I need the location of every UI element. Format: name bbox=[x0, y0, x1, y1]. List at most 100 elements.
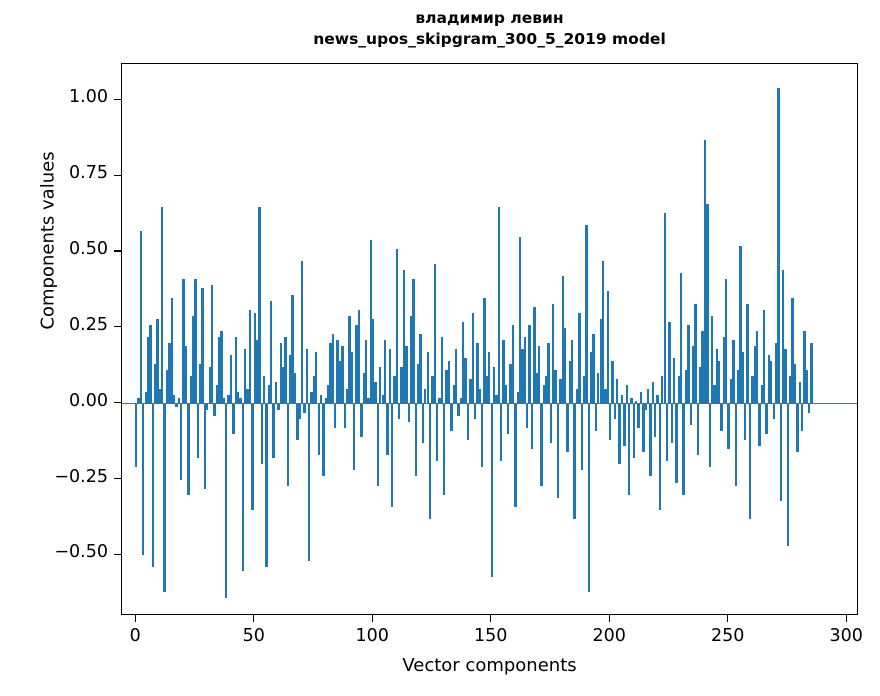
bar bbox=[566, 403, 569, 453]
bar bbox=[196, 403, 199, 459]
bar bbox=[222, 397, 226, 404]
bar bbox=[684, 370, 688, 404]
bar bbox=[225, 403, 228, 598]
bar bbox=[362, 373, 365, 404]
bar bbox=[355, 324, 358, 404]
bar bbox=[537, 346, 541, 404]
bar bbox=[431, 376, 434, 404]
bar bbox=[786, 403, 790, 547]
y-axis-label: Components values bbox=[37, 151, 59, 330]
y-tick-label: −0.50 bbox=[54, 542, 108, 563]
bar bbox=[559, 379, 562, 404]
bar bbox=[627, 403, 631, 495]
bar bbox=[426, 352, 429, 404]
bar bbox=[656, 394, 659, 404]
bar bbox=[255, 340, 259, 404]
bar bbox=[590, 352, 593, 404]
bar bbox=[447, 361, 451, 404]
bar bbox=[696, 403, 700, 456]
bar bbox=[177, 397, 181, 404]
bar bbox=[260, 403, 263, 465]
bar bbox=[606, 291, 609, 404]
x-tick-mark bbox=[134, 615, 136, 622]
bar bbox=[338, 361, 342, 404]
bar bbox=[170, 297, 173, 404]
bar bbox=[753, 346, 756, 404]
bar bbox=[322, 403, 325, 477]
x-tick-label: 100 bbox=[355, 626, 389, 646]
bar bbox=[658, 403, 662, 510]
bar bbox=[345, 388, 349, 404]
bar bbox=[161, 206, 164, 404]
bar bbox=[284, 336, 287, 404]
bar bbox=[613, 403, 617, 419]
chart-title-line-1: владимир левин bbox=[415, 9, 564, 27]
bar bbox=[805, 370, 809, 404]
y-tick-mark bbox=[114, 250, 121, 252]
bar bbox=[405, 346, 408, 404]
bar bbox=[540, 403, 543, 486]
bar bbox=[443, 403, 446, 495]
bar bbox=[523, 336, 527, 404]
bar bbox=[163, 403, 166, 592]
bar bbox=[272, 403, 275, 459]
bar bbox=[533, 306, 536, 404]
bar bbox=[670, 403, 673, 444]
bar bbox=[713, 385, 716, 404]
bar bbox=[374, 382, 377, 404]
bar bbox=[649, 403, 652, 477]
bar bbox=[687, 324, 690, 404]
bar bbox=[796, 403, 799, 453]
bar bbox=[729, 379, 733, 404]
bars-container bbox=[122, 64, 857, 614]
bar bbox=[215, 385, 218, 404]
bar bbox=[677, 376, 681, 404]
bar bbox=[357, 309, 361, 404]
bar bbox=[718, 361, 721, 404]
bar bbox=[336, 340, 339, 404]
bar bbox=[156, 318, 159, 404]
bar bbox=[597, 373, 600, 404]
bar bbox=[180, 403, 183, 480]
x-tick-label: 250 bbox=[710, 626, 745, 646]
x-tick-mark bbox=[490, 615, 492, 622]
bar bbox=[281, 367, 285, 404]
plot-axes bbox=[121, 63, 858, 615]
x-tick-label: 50 bbox=[242, 626, 265, 646]
bar bbox=[135, 403, 138, 468]
bar bbox=[291, 294, 294, 404]
bar bbox=[509, 364, 512, 404]
bar bbox=[286, 403, 290, 486]
bar bbox=[483, 297, 486, 404]
bar bbox=[575, 388, 579, 404]
bar bbox=[201, 288, 204, 404]
bar bbox=[492, 367, 496, 404]
bar bbox=[635, 400, 638, 404]
bar bbox=[751, 376, 754, 404]
bar bbox=[668, 321, 671, 404]
bar bbox=[507, 403, 510, 435]
bar bbox=[191, 315, 195, 404]
bar bbox=[175, 403, 178, 407]
bar bbox=[556, 403, 560, 498]
bar bbox=[388, 349, 391, 404]
bar bbox=[765, 403, 768, 435]
x-axis-label: Vector components bbox=[402, 655, 577, 676]
bar bbox=[317, 403, 320, 456]
bar bbox=[663, 212, 666, 404]
bar bbox=[675, 403, 678, 483]
bar bbox=[234, 336, 237, 404]
bar bbox=[381, 394, 384, 404]
bar bbox=[521, 349, 524, 404]
bar bbox=[739, 245, 742, 404]
zero-baseline bbox=[122, 403, 857, 405]
bar bbox=[547, 343, 550, 404]
bar bbox=[229, 355, 233, 404]
bar bbox=[203, 403, 207, 489]
bar bbox=[298, 403, 301, 419]
bar bbox=[172, 394, 176, 404]
bar bbox=[293, 373, 297, 404]
bar bbox=[651, 382, 654, 404]
bar bbox=[661, 376, 664, 404]
